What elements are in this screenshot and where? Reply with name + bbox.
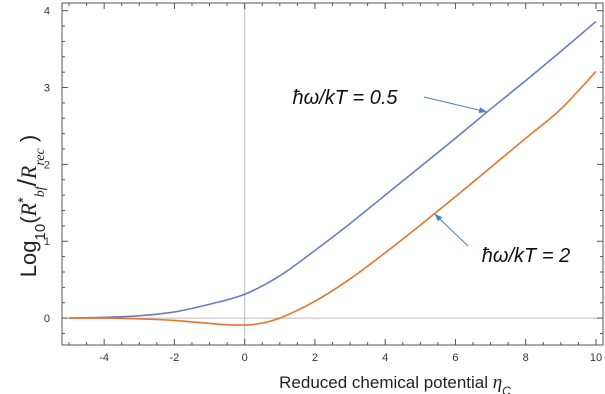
y-tick-label: 4 — [44, 6, 50, 18]
x-tick-label: 10 — [590, 352, 602, 364]
x-axis-title: Reduced chemical potential ηC — [279, 372, 511, 394]
x-tick-label: 6 — [452, 352, 458, 364]
annotation-arrow — [423, 96, 488, 113]
y-tick-label: 2 — [44, 159, 50, 171]
y-axis-title: Log10(R*bf/Rrec ) — [12, 135, 49, 277]
x-tick-label: 4 — [382, 352, 388, 364]
series-line-0 — [69, 20, 597, 319]
x-tick-label: -4 — [99, 352, 109, 364]
y-tick-label: 1 — [44, 236, 50, 248]
x-tick-label: 8 — [523, 352, 529, 364]
annotation-arrowhead — [478, 107, 488, 114]
y-tick-label: 3 — [44, 83, 50, 95]
x-tick-label: -2 — [170, 352, 180, 364]
annotation-label: ħω/kT = 2 — [482, 245, 570, 267]
y-tick-label: 0 — [44, 313, 50, 325]
annotation-label: ħω/kT = 0.5 — [292, 87, 398, 109]
annotation-arrowhead — [434, 213, 443, 222]
series-line-1 — [69, 70, 597, 326]
x-tick-label: 0 — [242, 352, 248, 364]
plot-frame — [61, 2, 604, 346]
x-tick-label: 2 — [312, 352, 318, 364]
